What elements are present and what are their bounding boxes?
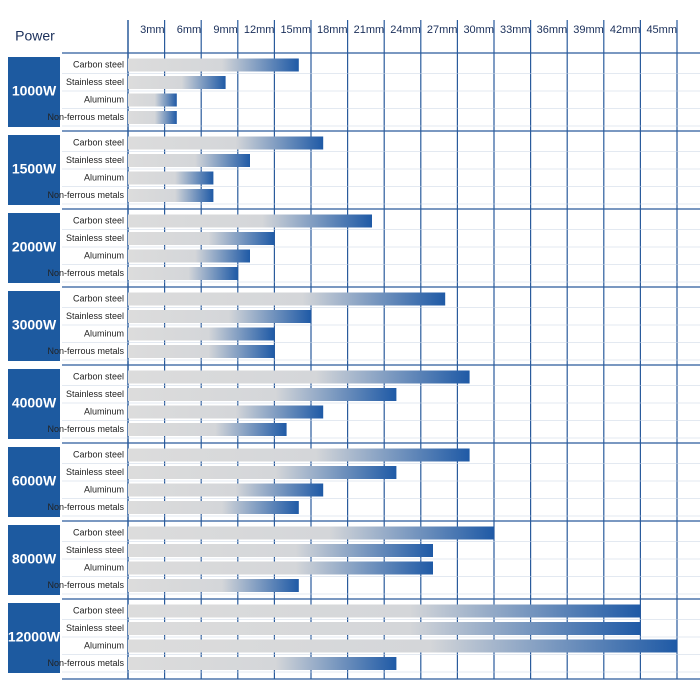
x-tick-label: 6mm — [177, 24, 201, 36]
category-label: Carbon steel — [73, 293, 124, 303]
bar — [128, 388, 397, 401]
power-label: 2000W — [12, 239, 57, 255]
category-label: Aluminum — [84, 172, 124, 182]
category-label: Carbon steel — [73, 527, 124, 537]
category-label: Aluminum — [84, 484, 124, 494]
bar — [128, 327, 275, 341]
category-label: Non-ferrous metals — [47, 112, 124, 122]
x-tick-label: 9mm — [213, 24, 237, 36]
y-axis-label: Power — [15, 28, 55, 44]
bar — [128, 171, 214, 185]
power-label: 6000W — [12, 473, 57, 489]
bar — [128, 267, 238, 280]
x-tick-label: 3mm — [140, 24, 164, 36]
power-box — [8, 525, 60, 595]
category-label: Non-ferrous metals — [47, 580, 124, 590]
category-label: Aluminum — [84, 94, 124, 104]
category-label: Stainless steel — [66, 623, 124, 633]
power-label: 12000W — [8, 629, 61, 645]
bar — [128, 579, 299, 592]
bar — [128, 604, 641, 618]
category-label: Aluminum — [84, 250, 124, 260]
bar — [128, 93, 177, 107]
power-box — [8, 369, 60, 439]
x-tick-label: 24mm — [390, 24, 421, 36]
category-label: Aluminum — [84, 328, 124, 338]
bar — [128, 657, 397, 670]
bar — [128, 292, 446, 306]
x-tick-label: 36mm — [537, 24, 568, 36]
category-label: Non-ferrous metals — [47, 268, 124, 278]
bar — [128, 249, 250, 263]
power-label: 4000W — [12, 395, 57, 411]
category-label: Carbon steel — [73, 371, 124, 381]
x-tick-label: 27mm — [427, 24, 458, 36]
bar — [128, 232, 275, 245]
category-label: Non-ferrous metals — [47, 658, 124, 668]
bar — [128, 214, 372, 228]
x-tick-label: 12mm — [244, 24, 275, 36]
bar — [128, 58, 299, 72]
bar — [128, 561, 433, 575]
bar — [128, 76, 226, 89]
category-label: Non-ferrous metals — [47, 424, 124, 434]
category-label: Aluminum — [84, 562, 124, 572]
power-box — [8, 213, 60, 283]
bar — [128, 111, 177, 124]
category-label: Stainless steel — [66, 77, 124, 87]
power-box — [8, 57, 60, 127]
category-label: Aluminum — [84, 640, 124, 650]
category-label: Stainless steel — [66, 155, 124, 165]
category-label: Carbon steel — [73, 137, 124, 147]
category-label: Non-ferrous metals — [47, 346, 124, 356]
bar — [128, 189, 214, 202]
power-label: 1000W — [12, 83, 57, 99]
x-tick-label: 15mm — [280, 24, 311, 36]
category-label: Carbon steel — [73, 449, 124, 459]
category-label: Stainless steel — [66, 545, 124, 555]
bar — [128, 466, 397, 479]
bar — [128, 405, 324, 419]
power-box — [8, 291, 60, 361]
x-tick-label: 21mm — [354, 24, 385, 36]
category-label: Carbon steel — [73, 605, 124, 615]
bar — [128, 639, 677, 653]
bar — [128, 501, 299, 514]
category-label: Stainless steel — [66, 389, 124, 399]
x-tick-label: 45mm — [646, 24, 677, 36]
bar — [128, 370, 470, 384]
category-label: Stainless steel — [66, 233, 124, 243]
bar — [128, 622, 641, 635]
x-tick-label: 42mm — [610, 24, 641, 36]
bar — [128, 544, 433, 557]
category-label: Stainless steel — [66, 467, 124, 477]
power-box — [8, 135, 60, 205]
x-tick-label: 33mm — [500, 24, 531, 36]
bar — [128, 448, 470, 462]
category-label: Carbon steel — [73, 215, 124, 225]
category-label: Stainless steel — [66, 311, 124, 321]
category-label: Carbon steel — [73, 59, 124, 69]
category-label: Aluminum — [84, 406, 124, 416]
power-box — [8, 447, 60, 517]
category-label: Non-ferrous metals — [47, 190, 124, 200]
bar — [128, 136, 324, 150]
bar — [128, 423, 287, 436]
x-tick-label: 18mm — [317, 24, 348, 36]
bar — [128, 154, 250, 167]
bar — [128, 483, 324, 497]
x-tick-label: 30mm — [463, 24, 494, 36]
category-label: Non-ferrous metals — [47, 502, 124, 512]
bar — [128, 345, 275, 358]
x-tick-label: 39mm — [573, 24, 604, 36]
power-label: 3000W — [12, 317, 57, 333]
power-box — [8, 603, 60, 673]
power-label: 1500W — [12, 161, 57, 177]
bar — [128, 310, 311, 323]
bar — [128, 526, 494, 540]
power-label: 8000W — [12, 551, 57, 567]
